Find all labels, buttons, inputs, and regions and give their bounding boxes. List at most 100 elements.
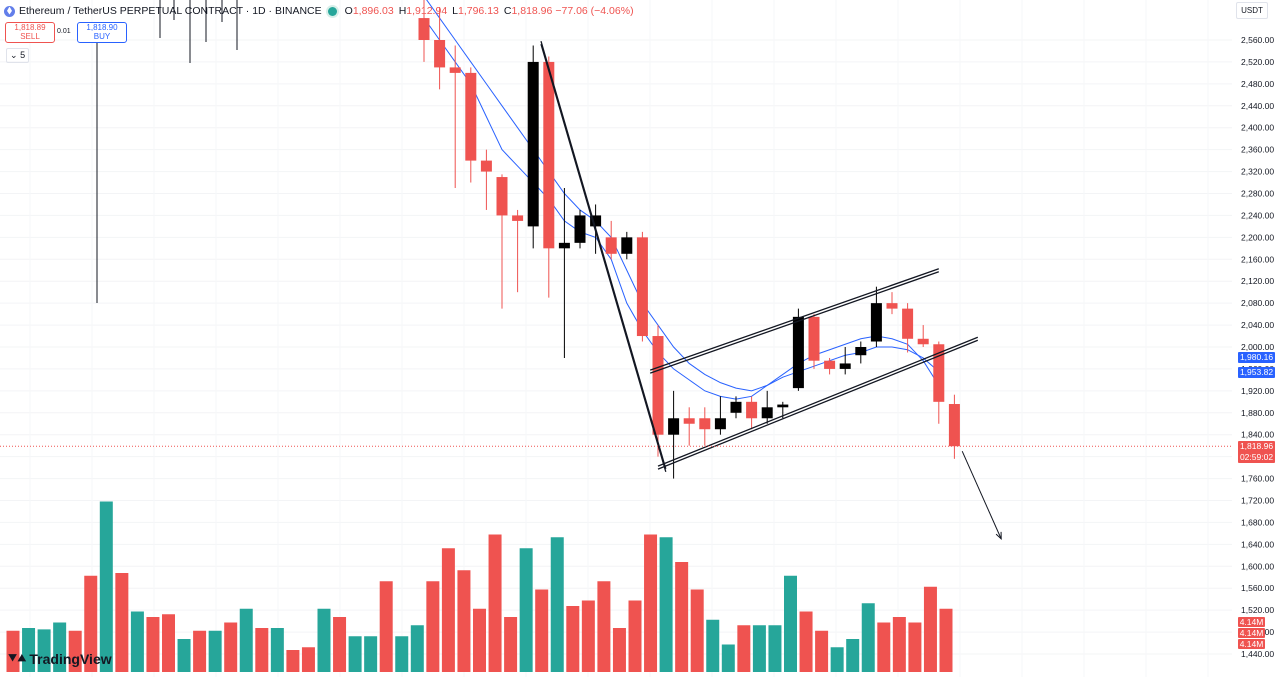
price-tick-label: 1,720.00 bbox=[1241, 496, 1274, 506]
price-tick-label: 2,440.00 bbox=[1241, 101, 1274, 111]
volume-bar bbox=[68, 630, 82, 672]
candle-body bbox=[590, 215, 602, 227]
chevron-down-icon: ⌄ bbox=[10, 50, 18, 60]
volume-bar bbox=[846, 639, 860, 672]
candle-body bbox=[449, 67, 461, 73]
candle-body bbox=[714, 418, 726, 430]
volume-tag-3: 4.14M bbox=[1238, 639, 1265, 649]
volume-bar bbox=[908, 622, 922, 672]
close-value: 1,818.96 bbox=[511, 5, 553, 17]
volume-bar bbox=[784, 575, 797, 672]
volume-bar bbox=[426, 581, 440, 672]
symbol-legend: Ethereum / TetherUS PERPETUAL CONTRACT ·… bbox=[4, 3, 634, 19]
volume-bar bbox=[861, 603, 875, 672]
volume-bar bbox=[612, 628, 626, 672]
price-tick-label: 2,480.00 bbox=[1241, 79, 1274, 89]
price-tick-label: 2,280.00 bbox=[1241, 189, 1274, 199]
trendline-downtrend-inner bbox=[540, 44, 667, 473]
volume-bar bbox=[208, 630, 222, 672]
volume-bar bbox=[301, 647, 315, 672]
ethereum-icon bbox=[4, 5, 15, 17]
volume-bar bbox=[581, 600, 595, 672]
symbol-name[interactable]: Ethereum / TetherUS PERPETUAL CONTRACT ·… bbox=[19, 5, 322, 17]
market-status-icon[interactable] bbox=[327, 6, 337, 16]
trendline-channel-upper bbox=[649, 268, 940, 371]
candle-body bbox=[512, 215, 524, 221]
candle-body bbox=[808, 316, 820, 361]
price-tick-label: 2,200.00 bbox=[1241, 232, 1274, 242]
volume-bar bbox=[768, 625, 782, 672]
trendline-channel-lower-inner bbox=[657, 339, 979, 470]
price-tick-label: 2,080.00 bbox=[1241, 298, 1274, 308]
sell-button[interactable]: 1,818.89 SELL bbox=[5, 22, 55, 43]
price-tick-label: 1,520.00 bbox=[1241, 605, 1274, 615]
volume-bar bbox=[457, 570, 471, 672]
volume-bar bbox=[239, 608, 253, 672]
volume-bar bbox=[519, 548, 533, 672]
volume-bar bbox=[317, 608, 331, 672]
volume-bar bbox=[706, 619, 720, 672]
volume-bar bbox=[815, 630, 829, 672]
tradingview-logo[interactable]: ⯆⯅ TradingView bbox=[7, 650, 112, 667]
volume-tag-1: 4.14M bbox=[1238, 617, 1265, 627]
candle-body bbox=[824, 360, 836, 369]
candle-body bbox=[636, 237, 648, 337]
volume-bar bbox=[162, 614, 175, 672]
candle-body bbox=[777, 404, 789, 408]
volume-bar bbox=[550, 537, 564, 672]
volume-bar bbox=[659, 537, 673, 672]
volume-bar bbox=[115, 573, 129, 672]
indicators-toggle[interactable]: ⌄ 5 bbox=[6, 48, 30, 63]
high-label: H bbox=[398, 5, 407, 17]
ma-slow-line bbox=[426, 0, 940, 392]
volume-bar bbox=[395, 636, 409, 672]
price-tick-label: 1,760.00 bbox=[1241, 474, 1274, 484]
volume-bar bbox=[923, 586, 937, 672]
last-price-tag: 1,818.96 02:59:02 bbox=[1238, 441, 1275, 463]
volume-bar bbox=[690, 589, 704, 672]
price-tick-label: 2,000.00 bbox=[1241, 342, 1274, 352]
volume-bar bbox=[37, 629, 51, 672]
candle-body bbox=[792, 316, 804, 389]
volume-bar bbox=[737, 625, 751, 672]
price-tick-label: 2,560.00 bbox=[1241, 35, 1274, 45]
volume-bar bbox=[830, 647, 844, 672]
price-tick-label: 2,520.00 bbox=[1241, 57, 1274, 67]
last-price-value: 1,818.96 bbox=[1239, 441, 1274, 451]
volume-bar bbox=[364, 636, 378, 672]
volume-bar bbox=[877, 622, 891, 672]
brand-name: TradingView bbox=[29, 650, 112, 667]
price-tick-label: 2,360.00 bbox=[1241, 145, 1274, 155]
price-tick-label: 2,160.00 bbox=[1241, 254, 1274, 264]
volume-bar bbox=[146, 617, 160, 672]
volume-bar bbox=[488, 534, 502, 672]
candle-body bbox=[902, 308, 914, 339]
buy-label: BUY bbox=[93, 32, 111, 41]
price-tick-label: 1,680.00 bbox=[1241, 517, 1274, 527]
candle-body bbox=[558, 242, 570, 249]
volume-bar bbox=[379, 581, 393, 672]
volume-bar bbox=[99, 501, 113, 672]
volume-bar bbox=[939, 608, 953, 672]
candle-body bbox=[730, 401, 742, 413]
candle-body bbox=[948, 404, 960, 447]
volume-bar bbox=[224, 622, 238, 672]
spread-value: 0.01 bbox=[57, 28, 71, 35]
volume-bar bbox=[84, 575, 98, 672]
candle-body bbox=[683, 418, 695, 424]
projection-arrow bbox=[961, 450, 1002, 540]
buy-button[interactable]: 1,818.90 BUY bbox=[77, 22, 127, 43]
volume-bar bbox=[53, 622, 67, 672]
price-tick-label: 1,440.00 bbox=[1241, 649, 1274, 659]
candle-body bbox=[761, 407, 773, 419]
trendline-channel-lower bbox=[657, 336, 979, 467]
currency-selector[interactable]: USDT bbox=[1236, 2, 1268, 19]
low-value: 1,796.13 bbox=[458, 5, 499, 17]
candle-body bbox=[418, 18, 430, 40]
buy-price: 1,818.90 bbox=[86, 23, 118, 32]
candle-body bbox=[886, 303, 898, 309]
close-label: C bbox=[503, 5, 512, 17]
ma-slow-tag: 1,953.82 bbox=[1238, 367, 1275, 378]
price-tick-label: 1,600.00 bbox=[1241, 561, 1274, 571]
